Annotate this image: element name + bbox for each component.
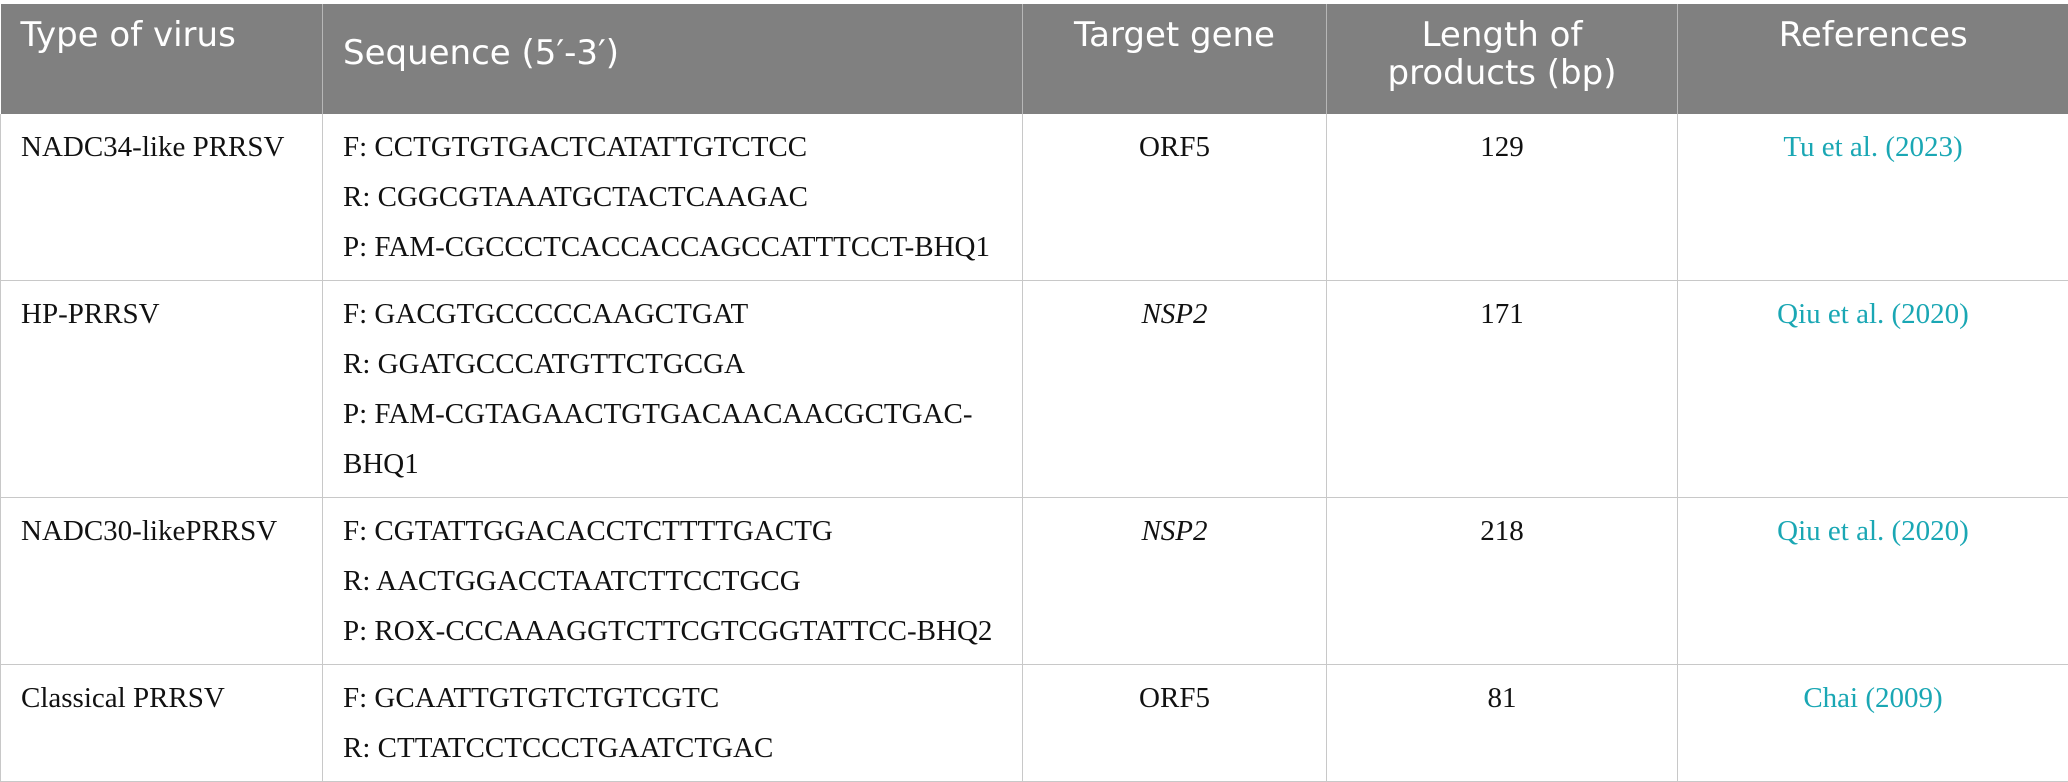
cell-virus-type: NADC34-like PRRSV <box>1 114 323 281</box>
header-length-of-products: Length of products (bp) <box>1327 4 1678 114</box>
sequence-line: F: GCAATTGTGTCTGTCGTC <box>343 673 1002 723</box>
cell-virus-type: Classical PRRSV <box>1 665 323 782</box>
primer-table: Type of virus Sequence (5′-3′) Target ge… <box>0 4 2068 782</box>
table-body: NADC34-like PRRSV F: CCTGTGTGACTCATATTGT… <box>1 114 2068 782</box>
cell-target-gene: ORF5 <box>1023 114 1327 281</box>
sequence-line: P: FAM-CGTAGAACTGTGACAACAACGCTGAC- <box>343 389 1002 439</box>
table-header: Type of virus Sequence (5′-3′) Target ge… <box>1 4 2068 114</box>
cell-sequence: F: CGTATTGGACACCTCTTTTGACTG R: AACTGGACC… <box>323 498 1023 665</box>
sequence-line: P: ROX-CCCAAAGGTCTTCGTCGGTATTCC-BHQ2 <box>343 606 1002 656</box>
sequence-line: R: CTTATCCTCCCTGAATCTGAC <box>343 723 1002 773</box>
reference-link[interactable]: Chai (2009) <box>1803 682 1942 714</box>
header-sequence: Sequence (5′-3′) <box>323 4 1023 114</box>
sequence-line: R: CGGCGTAAATGCTACTCAAGAC <box>343 172 1002 222</box>
table-row: Classical PRRSV F: GCAATTGTGTCTGTCGTC R:… <box>1 665 2068 782</box>
header-length-line2: products (bp) <box>1347 54 1657 92</box>
table-row: NADC30-likePRRSV F: CGTATTGGACACCTCTTTTG… <box>1 498 2068 665</box>
cell-virus-type: NADC30-likePRRSV <box>1 498 323 665</box>
reference-link[interactable]: Qiu et al. (2020) <box>1777 298 1969 330</box>
table-row: HP-PRRSV F: GACGTGCCCCCAAGCTGAT R: GGATG… <box>1 281 2068 498</box>
header-target-gene: Target gene <box>1023 4 1327 114</box>
table-row: NADC34-like PRRSV F: CCTGTGTGACTCATATTGT… <box>1 114 2068 281</box>
sequence-line: F: CCTGTGTGACTCATATTGTCTCC <box>343 122 1002 172</box>
cell-reference: Chai (2009) <box>1678 665 2068 782</box>
cell-sequence: F: CCTGTGTGACTCATATTGTCTCC R: CGGCGTAAAT… <box>323 114 1023 281</box>
reference-link[interactable]: Qiu et al. (2020) <box>1777 515 1969 547</box>
sequence-line: BHQ1 <box>343 439 1002 489</box>
cell-reference: Tu et al. (2023) <box>1678 114 2068 281</box>
cell-length: 171 <box>1327 281 1678 498</box>
cell-length: 218 <box>1327 498 1678 665</box>
cell-target-gene: NSP2 <box>1023 281 1327 498</box>
reference-link[interactable]: Tu et al. (2023) <box>1783 131 1962 163</box>
cell-sequence: F: GCAATTGTGTCTGTCGTC R: CTTATCCTCCCTGAA… <box>323 665 1023 782</box>
header-row: Type of virus Sequence (5′-3′) Target ge… <box>1 4 2068 114</box>
header-length-line1: Length of <box>1347 16 1657 54</box>
cell-virus-type: HP-PRRSV <box>1 281 323 498</box>
header-references: References <box>1678 4 2068 114</box>
cell-length: 129 <box>1327 114 1678 281</box>
sequence-line: P: FAM-CGCCCTCACCACCAGCCATTTCCT-BHQ1 <box>343 222 1002 272</box>
cell-sequence: F: GACGTGCCCCCAAGCTGAT R: GGATGCCCATGTTC… <box>323 281 1023 498</box>
cell-reference: Qiu et al. (2020) <box>1678 281 2068 498</box>
cell-reference: Qiu et al. (2020) <box>1678 498 2068 665</box>
header-type-of-virus: Type of virus <box>1 4 323 114</box>
cell-target-gene: NSP2 <box>1023 498 1327 665</box>
sequence-line: F: CGTATTGGACACCTCTTTTGACTG <box>343 506 1002 556</box>
cell-length: 81 <box>1327 665 1678 782</box>
cell-target-gene: ORF5 <box>1023 665 1327 782</box>
sequence-line: R: GGATGCCCATGTTCTGCGA <box>343 339 1002 389</box>
sequence-line: R: AACTGGACCTAATCTTCCTGCG <box>343 556 1002 606</box>
sequence-line: F: GACGTGCCCCCAAGCTGAT <box>343 289 1002 339</box>
